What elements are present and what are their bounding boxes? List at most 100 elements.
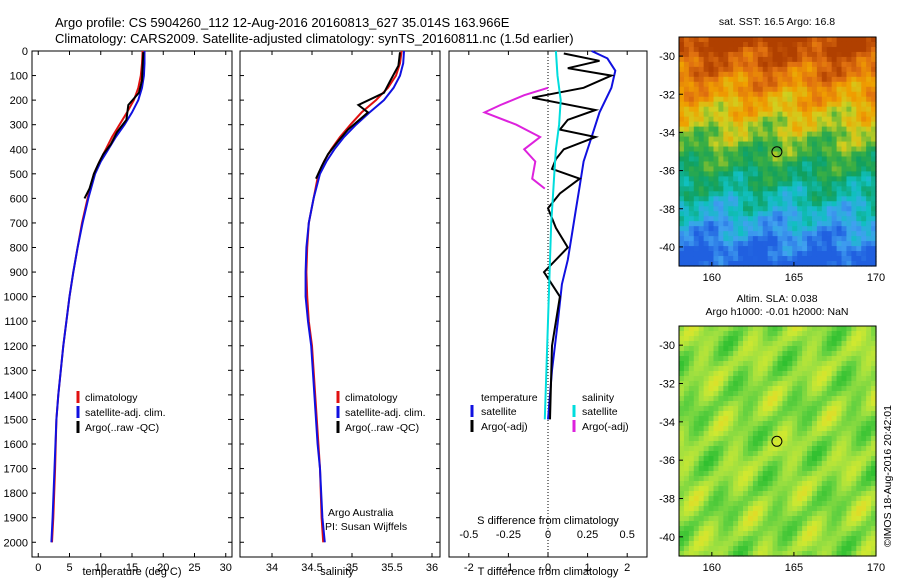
- sla-map-cell: [708, 336, 715, 342]
- sst-map-cell: [821, 101, 828, 108]
- sla-map-cell: [831, 451, 838, 457]
- sla-map-cell: [807, 496, 813, 502]
- sst-map-cell: [777, 86, 784, 93]
- sst-map-cell: [728, 181, 734, 187]
- sst-map-cell: [767, 41, 774, 48]
- difference-legend: temperature satellite Argo(-adj) salinit…: [470, 392, 629, 433]
- sst-map-cell: [826, 186, 833, 192]
- sla-map-cell: [782, 486, 788, 492]
- sla-map-cell: [688, 361, 695, 367]
- sla-map-cell: [777, 421, 784, 427]
- sst-map-cell: [816, 76, 823, 83]
- sst-map-cell: [698, 126, 705, 133]
- sla-map-cell: [738, 481, 744, 487]
- sst-map-cell: [757, 86, 764, 93]
- sst-map-cell: [811, 171, 818, 177]
- sla-map-cell: [718, 386, 724, 392]
- sst-map-cell: [846, 101, 852, 108]
- sst-map-cell: [841, 171, 848, 177]
- sla-map-cell: [703, 551, 710, 557]
- sst-map-cell: [728, 81, 734, 88]
- sst-map-cell: [683, 191, 690, 197]
- sla-map-cell: [811, 506, 818, 512]
- sst-map-cell: [688, 91, 695, 98]
- sla-map-cell: [851, 436, 857, 442]
- sst-map-cell: [743, 37, 749, 43]
- sst-map-cell: [846, 166, 852, 173]
- sla-map-cell: [762, 361, 769, 367]
- sst-map-cell: [777, 191, 784, 197]
- sla-map-cell: [831, 441, 838, 447]
- sla-map-cell: [728, 341, 734, 347]
- sst-map-cell: [738, 221, 744, 227]
- sst-map-cell: [743, 161, 749, 168]
- sla-map-cell: [762, 341, 769, 347]
- sst-map-cell: [797, 37, 803, 43]
- sst-map-cell: [757, 146, 764, 153]
- sst-map-cell: [757, 37, 764, 43]
- sla-map-cell: [816, 511, 823, 517]
- sst-map-cell: [733, 71, 739, 78]
- sst-map-cell: [787, 261, 793, 267]
- sst-map-cell: [688, 46, 695, 53]
- sst-map-cell: [792, 201, 798, 207]
- sst-map-cell: [871, 81, 877, 88]
- sla-map-cell: [811, 531, 818, 537]
- sst-map-cell: [787, 141, 793, 148]
- sla-map-cell: [836, 431, 843, 437]
- sla-map-cell: [762, 391, 769, 397]
- sst-map-cell: [826, 126, 833, 133]
- temperature-legend-satellite: satellite-adj. clim.: [85, 407, 166, 419]
- sla-map-cell: [728, 326, 734, 332]
- sst-map-cell: [688, 261, 695, 267]
- sla-map-cell: [841, 496, 848, 502]
- sst-map-cell: [708, 37, 715, 43]
- sla-map-cell: [743, 496, 749, 502]
- sla-map-cell: [693, 446, 700, 452]
- sla-map-cell: [856, 486, 862, 492]
- difference-lines: [482, 50, 617, 420]
- sst-map-cell: [762, 186, 769, 192]
- sla-map-cell: [846, 441, 852, 447]
- sla-map-cell: [752, 416, 759, 422]
- sst-map-cell: [772, 206, 779, 212]
- sst-map-cell: [811, 131, 818, 138]
- sst-map-cell: [841, 186, 848, 192]
- sla-map-cell: [846, 416, 852, 422]
- sst-map-cell: [861, 141, 867, 148]
- sst-map-cell: [757, 121, 764, 128]
- sla-map-cell: [693, 351, 700, 357]
- sst-map-cell: [708, 116, 715, 123]
- sla-map-cell: [782, 381, 788, 387]
- sla-map-cell: [797, 491, 803, 497]
- sla-map-cell: [826, 546, 833, 552]
- sla-map-cell: [772, 376, 779, 382]
- salinity-legend-climatology: climatology: [345, 392, 398, 404]
- sla-map-subtitle: Argo h1000: -0.01 h2000: NaN: [705, 306, 848, 318]
- sla-map-cell: [787, 406, 793, 412]
- sla-map-cell: [851, 531, 857, 537]
- sla-map-cell: [861, 516, 867, 522]
- sst-map-cell: [777, 161, 784, 168]
- sla-map-cell: [693, 481, 700, 487]
- sst-map-cell: [723, 86, 729, 93]
- sla-map-cell: [718, 531, 724, 537]
- sla-map-cell: [836, 341, 843, 347]
- sst-map-cell: [747, 96, 754, 103]
- sst-map-cell: [846, 41, 852, 48]
- sla-map-cell: [743, 416, 749, 422]
- sla-map-cell: [688, 431, 695, 437]
- sla-map-cell: [743, 481, 749, 487]
- sla-map-cell: [856, 326, 862, 332]
- sla-map-cell: [743, 426, 749, 432]
- sla-map-cell: [821, 431, 828, 437]
- sst-map-cell: [728, 131, 734, 138]
- salinity-annotation-program: Argo Australia: [328, 507, 394, 519]
- sla-map-cell: [708, 356, 715, 362]
- sla-map-cell: [738, 406, 744, 412]
- sla-map-cell: [871, 511, 877, 517]
- sla-map-cell: [777, 351, 784, 357]
- sst-map-cell: [811, 91, 818, 98]
- sst-map-cell: [708, 196, 715, 202]
- sst-map-cell: [752, 191, 759, 197]
